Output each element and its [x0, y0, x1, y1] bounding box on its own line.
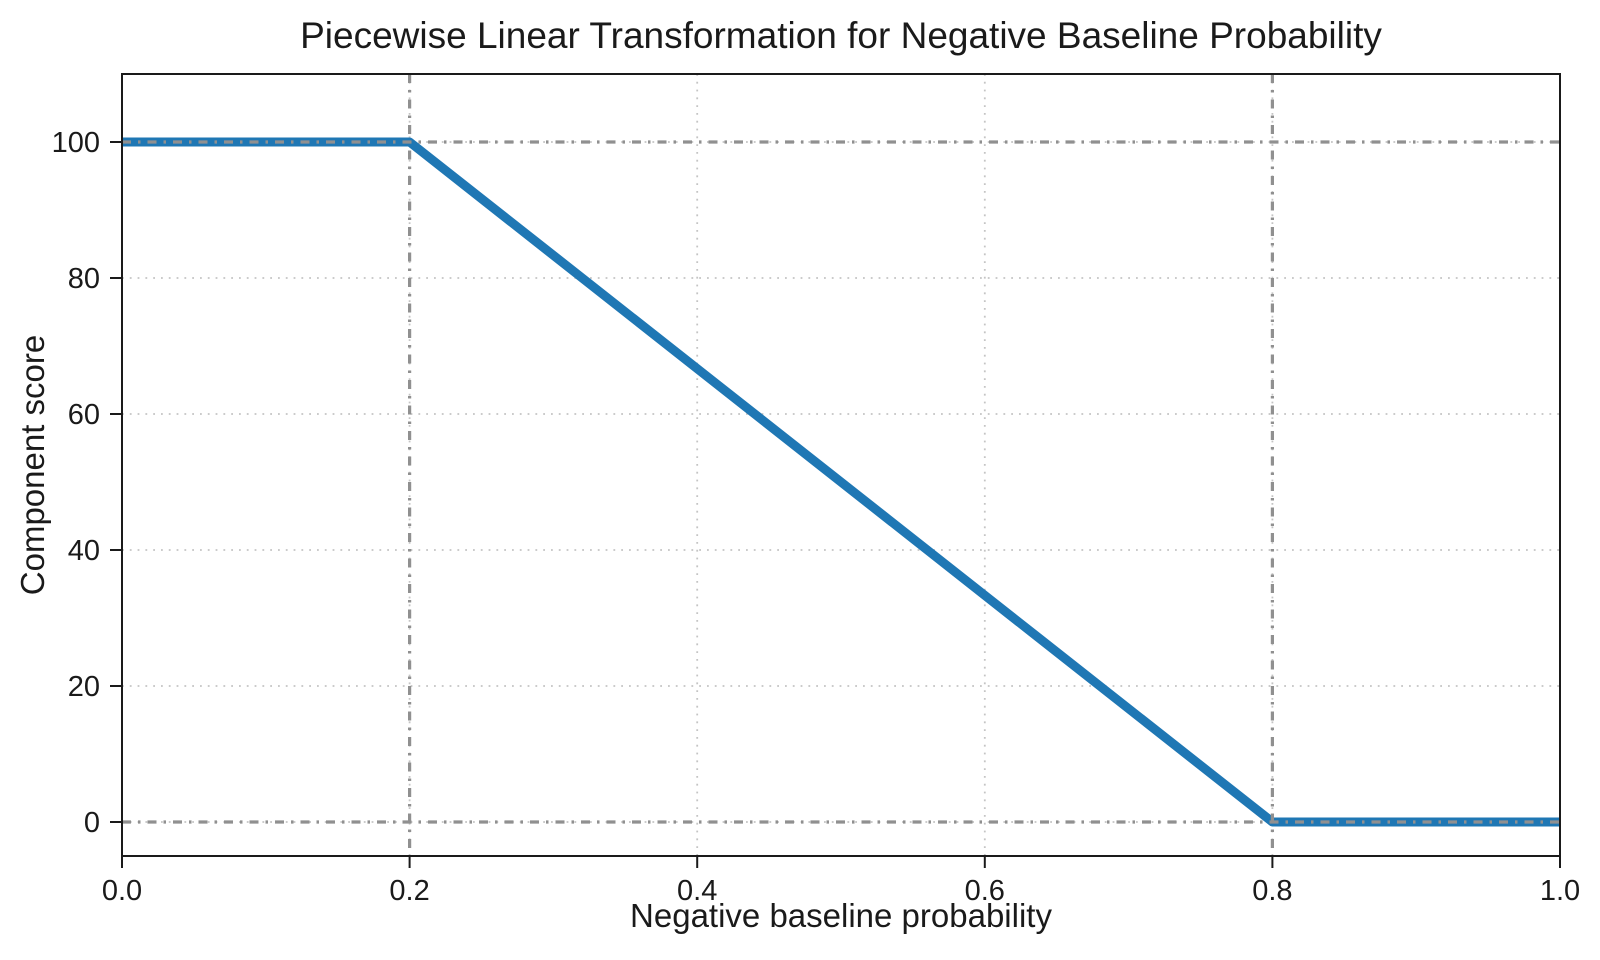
x-tick-label: 0.0	[102, 875, 142, 907]
data-series	[122, 137, 1560, 827]
x-tick-label: 0.4	[677, 875, 717, 907]
y-tick-label: 80	[68, 263, 100, 295]
x-axis-label: Negative baseline probability	[630, 897, 1052, 934]
x-tick-label: 1.0	[1540, 875, 1580, 907]
grid-lines	[121, 74, 1561, 856]
x-tick-label: 0.2	[389, 875, 429, 907]
x-tick-label: 0.8	[1252, 875, 1292, 907]
y-tick-label: 20	[68, 671, 100, 703]
x-tick-label: 0.6	[965, 875, 1005, 907]
reference-lines	[122, 74, 1560, 856]
axis-ticks	[110, 141, 1561, 868]
y-tick-label: 100	[52, 127, 100, 159]
y-tick-label: 0	[84, 807, 100, 839]
y-axis-label: Component score	[14, 335, 51, 595]
y-tick-label: 60	[68, 399, 100, 431]
y-tick-label: 40	[68, 535, 100, 567]
tick-labels: 0.0 0.2 0.4 0.6 0.8 1.0 0 20 40 60 80 100	[52, 127, 1581, 907]
plot-frame	[121, 73, 1561, 857]
series-line-component-score	[122, 137, 1560, 827]
chart-title: Piecewise Linear Transformation for Nega…	[300, 15, 1382, 56]
